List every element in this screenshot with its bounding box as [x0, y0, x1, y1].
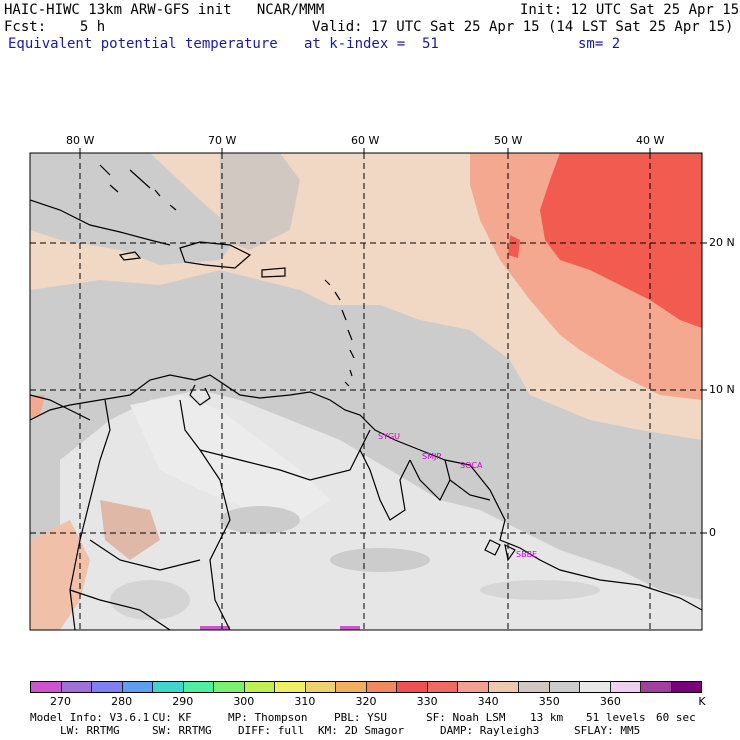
red-spot — [508, 235, 520, 258]
caribbean-gray — [30, 153, 240, 265]
colorbar-label: 280 — [111, 695, 133, 708]
colorbar-swatch — [61, 682, 92, 692]
colorbar-label: 310 — [294, 695, 316, 708]
colorbar-swatch — [183, 682, 214, 692]
model-title: HAIC-HIWC 13km ARW-GFS init NCAR/MMM — [4, 2, 325, 18]
gray-blob — [110, 580, 190, 620]
colorbar-swatch — [275, 682, 306, 692]
lon-label: 40 W — [636, 134, 665, 147]
ticks — [79, 148, 707, 534]
gray-blob — [480, 580, 600, 600]
footer-diff: DIFF: full — [238, 724, 305, 737]
footer-mp: MP: Thompson — [228, 711, 308, 724]
footer-damp: DAMP: Rayleigh3 — [440, 724, 540, 737]
colorbar-swatch — [92, 682, 123, 692]
footer-sflay: SFLAY: MM5 — [574, 724, 641, 737]
footer-res: 13 km — [530, 711, 564, 724]
colorbar-label: 320 — [355, 695, 377, 708]
colorbar-label: 350 — [538, 695, 560, 708]
colorbar-label: 360 — [599, 695, 621, 708]
colorbar-swatch — [336, 682, 367, 692]
colorbar-swatch — [366, 682, 397, 692]
lat-label: 0 — [709, 526, 716, 539]
colorbar-label: 270 — [50, 695, 72, 708]
colorbar-swatch — [214, 682, 245, 692]
colorbar-swatch — [31, 682, 62, 692]
salmon-west — [30, 395, 45, 418]
footer-lw: LW: RRTMG — [60, 724, 120, 737]
colorbar-swatch — [427, 682, 458, 692]
footer-cu: CU: KF — [152, 711, 192, 724]
lat-label: 20 N — [709, 236, 735, 249]
valid-time: Valid: 17 UTC Sat 25 Apr 15 (14 LST Sat … — [312, 19, 734, 35]
colorbar-label: 300 — [233, 695, 255, 708]
footer-model-info: Model Info: V3.6.1 — [30, 711, 150, 724]
lon-label: 50 W — [494, 134, 523, 147]
colorbar-swatch — [580, 682, 611, 692]
lat-label: 10 N — [709, 383, 735, 396]
colorbar-swatch — [153, 682, 184, 692]
station-label: SOCA — [460, 461, 483, 470]
colorbar-swatch — [305, 682, 336, 692]
field-name: Equivalent potential temperature — [8, 36, 278, 52]
footer-dt: 60 sec — [656, 711, 696, 724]
colorbar-swatch — [671, 682, 701, 692]
lon-label: 70 W — [208, 134, 237, 147]
theta-e-330-region — [540, 153, 702, 328]
graticule — [30, 153, 702, 630]
gray-blob — [220, 506, 300, 534]
colorbar-swatch — [610, 682, 641, 692]
colorbar — [30, 681, 702, 693]
station-label: SBBE — [516, 550, 538, 559]
colorbar-swatch — [244, 682, 275, 692]
colorbar-label: 330 — [416, 695, 438, 708]
forecast-hour: Fcst: 5 h — [4, 19, 106, 35]
colorbar-swatch — [519, 682, 550, 692]
station-label: SYGU — [378, 432, 401, 441]
purple-edge — [340, 626, 360, 630]
init-time: Init: 12 UTC Sat 25 Apr 15 — [520, 2, 740, 18]
peach-west — [30, 520, 90, 630]
colorbar-label: K — [698, 695, 706, 708]
gray-patch — [220, 153, 300, 250]
colorbar-swatch — [488, 682, 519, 692]
footer-km: KM: 2D Smagor — [318, 724, 405, 737]
footer-sf: SF: Noah LSM — [426, 711, 506, 724]
colorbar-swatch — [122, 682, 153, 692]
footer-pbl: PBL: YSU — [334, 711, 387, 724]
purple-edge — [200, 626, 230, 630]
station-label: SMJP — [422, 452, 442, 461]
colorbar-swatch — [397, 682, 428, 692]
map-frame — [29, 152, 703, 631]
colorbar-swatch — [641, 682, 672, 692]
colorbar-label: 290 — [172, 695, 194, 708]
peach-andes — [100, 500, 160, 560]
gray-blob — [330, 548, 430, 572]
smoothing: sm= 2 — [578, 36, 621, 52]
footer-levels: 51 levels — [586, 711, 646, 724]
footer-sw: SW: RRTMG — [152, 724, 212, 737]
lon-label: 80 W — [66, 134, 95, 147]
lon-label: 60 W — [351, 134, 380, 147]
level-index: at k-index = 51 — [304, 36, 439, 52]
colorbar-swatch — [458, 682, 489, 692]
colorbar-label: 340 — [477, 695, 499, 708]
colorbar-swatch — [549, 682, 580, 692]
